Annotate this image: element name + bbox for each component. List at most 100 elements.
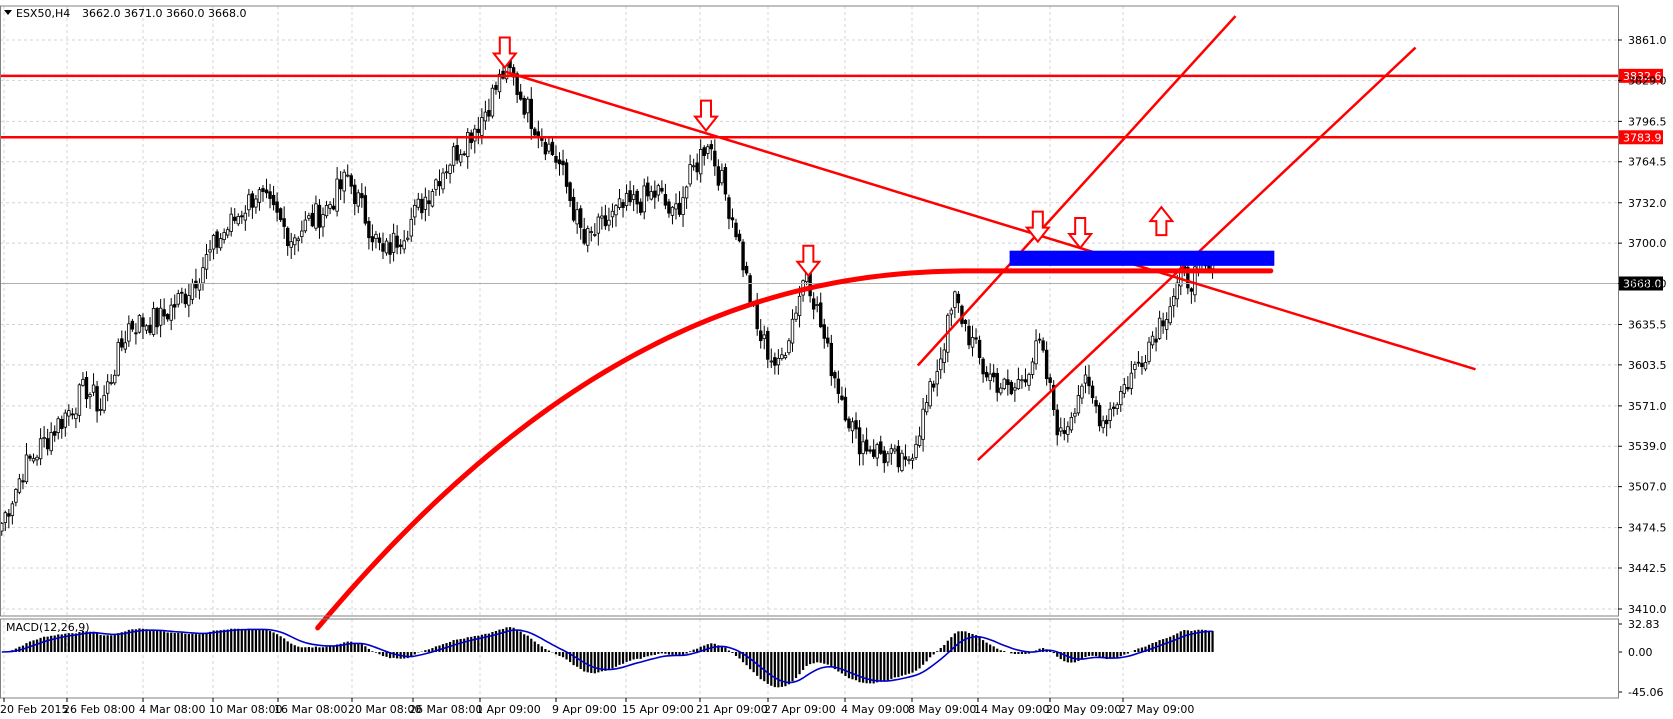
candle-body	[910, 457, 915, 461]
candle-body	[586, 228, 590, 246]
candle-body	[483, 111, 488, 122]
candle-body	[868, 449, 872, 452]
candle-body	[593, 234, 597, 236]
candle-body	[455, 145, 459, 161]
grid-lines	[0, 6, 1618, 698]
candle-body	[674, 203, 678, 210]
y-tick-label: 3700.0	[1628, 237, 1667, 250]
candle-body	[875, 444, 879, 459]
candle-body	[35, 456, 39, 461]
candle-body	[723, 167, 728, 195]
candle-body	[730, 217, 735, 221]
candle-body	[995, 373, 999, 393]
candle-body	[614, 205, 618, 216]
candle-body	[282, 218, 286, 227]
axes: 3861.0 3829.0 3796.5 3764.5 3732.0 3700.0 3668…	[0, 5, 1667, 716]
candle-body	[367, 221, 371, 239]
candle-body	[575, 209, 579, 225]
candle-body	[261, 188, 265, 192]
y-tick-label: 3732.0	[1628, 197, 1667, 210]
y-tick-label: 3764.5	[1628, 156, 1667, 169]
candle-body	[533, 128, 537, 136]
candle-body	[670, 206, 675, 216]
candle-body	[850, 421, 855, 432]
candle-body	[1150, 335, 1155, 346]
ohlc-readout: 3662.0 3671.0 3660.0 3668.0	[82, 7, 246, 20]
candle-body	[871, 449, 876, 457]
candle-body	[617, 198, 622, 208]
candle-body	[123, 342, 128, 350]
candle-body	[434, 179, 438, 190]
candle-body	[1087, 376, 1091, 387]
candle-body	[879, 441, 883, 454]
candle-body	[621, 202, 625, 208]
candle-body	[328, 203, 332, 209]
price-tag	[1619, 130, 1663, 145]
candle-body	[102, 395, 106, 411]
macd-panel: 32.83 0.00 -45.06	[1, 618, 1663, 699]
candle-body	[257, 189, 262, 203]
candle-body	[113, 374, 117, 384]
candle-body	[31, 458, 36, 462]
candle-body	[956, 293, 961, 304]
candle-body	[190, 283, 195, 300]
candle-body	[642, 185, 646, 213]
x-tick-label: 27 Apr 09:00	[764, 703, 836, 716]
candle-body	[3, 512, 7, 524]
candle-body	[1101, 420, 1105, 429]
candle-body	[1020, 379, 1024, 382]
price-tag-label: 3783.9	[1623, 131, 1662, 144]
candle-body	[1069, 417, 1074, 431]
candle-body	[165, 314, 170, 320]
candle-body	[144, 325, 149, 331]
candle-body	[1059, 427, 1063, 432]
candle-body	[346, 174, 350, 177]
candle-body	[423, 196, 428, 210]
candle-body	[225, 229, 230, 236]
candle-body	[1112, 406, 1116, 409]
candle-body	[550, 141, 555, 155]
candle-body	[490, 87, 495, 117]
candle-body	[896, 445, 901, 468]
candle-body	[773, 357, 777, 366]
candle-body	[847, 418, 851, 429]
candle-body	[1115, 404, 1119, 409]
candle-body	[391, 232, 396, 253]
candle-body	[17, 478, 22, 493]
candle-body	[787, 340, 791, 354]
candle-body	[45, 438, 50, 450]
x-tick-label: 1 Apr 09:00	[476, 703, 541, 716]
candle-body	[780, 354, 784, 359]
candle-body	[91, 384, 96, 393]
candle-body	[275, 201, 279, 213]
candle-body	[864, 439, 869, 452]
candle-body	[222, 232, 226, 240]
candle-body	[77, 384, 82, 416]
candle-body	[1037, 338, 1042, 341]
candle-body	[706, 146, 710, 154]
x-tick-label: 26 Mar 08:00	[409, 703, 482, 716]
candle-body	[822, 324, 826, 339]
x-tick-label: 21 Apr 09:00	[696, 703, 768, 716]
candle-body	[437, 181, 442, 187]
candle-body	[494, 84, 498, 90]
candle-body	[716, 166, 721, 186]
candle-body	[607, 219, 611, 226]
candle-body	[56, 418, 60, 433]
candle-body	[967, 325, 971, 346]
candle-body	[289, 241, 293, 248]
x-tick-label: 15 Apr 09:00	[622, 703, 694, 716]
candle-body	[653, 190, 657, 198]
candle-body	[854, 420, 858, 430]
candle-body	[162, 309, 166, 317]
candle-body	[1129, 372, 1134, 389]
candle-body	[137, 315, 142, 333]
candle-body	[600, 215, 604, 219]
y-tick-label: 3442.5	[1628, 562, 1667, 575]
candle-body	[681, 197, 685, 215]
candle-body	[737, 233, 742, 242]
chart-menu-icon[interactable]	[4, 10, 12, 15]
main-panel-frame	[0, 5, 1619, 617]
candle-body	[762, 334, 766, 340]
